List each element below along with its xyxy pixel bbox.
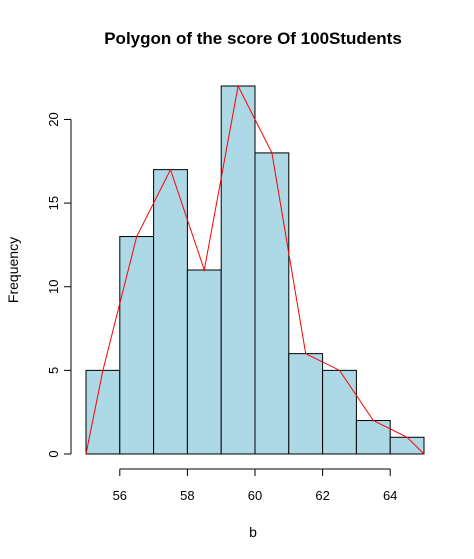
histogram-bar bbox=[288, 353, 324, 455]
bars-group bbox=[85, 85, 425, 455]
histogram-bar bbox=[186, 269, 222, 455]
y-tick-label: 5 bbox=[46, 367, 61, 374]
x-tick-label: 58 bbox=[180, 488, 194, 503]
y-axis-label: Frequency bbox=[5, 237, 21, 303]
histogram-bar bbox=[389, 436, 425, 455]
y-tick-label: 20 bbox=[46, 112, 61, 126]
histogram-bar bbox=[220, 85, 256, 455]
y-tick-label: 0 bbox=[46, 450, 61, 457]
chart-title: Polygon of the score Of 100Students bbox=[104, 29, 402, 48]
x-tick-label: 60 bbox=[248, 488, 262, 503]
histogram-bar bbox=[119, 236, 155, 455]
frequency-polygon bbox=[85, 84, 425, 455]
x-tick-label: 56 bbox=[113, 488, 127, 503]
x-axis-label: b bbox=[249, 524, 257, 540]
histogram-bar bbox=[322, 369, 357, 455]
y-tick-label: 10 bbox=[46, 279, 61, 293]
y-axis: 0 5 10 15 20 bbox=[46, 112, 72, 458]
x-tick-label: 62 bbox=[315, 488, 329, 503]
x-tick-label: 64 bbox=[383, 488, 397, 503]
histogram-bar bbox=[254, 152, 290, 455]
x-axis: 56 58 60 62 64 bbox=[113, 468, 397, 503]
y-tick-label: 15 bbox=[46, 196, 61, 210]
histogram-bar bbox=[355, 420, 391, 455]
histogram-bar bbox=[153, 169, 188, 455]
histogram-bar bbox=[85, 369, 121, 455]
